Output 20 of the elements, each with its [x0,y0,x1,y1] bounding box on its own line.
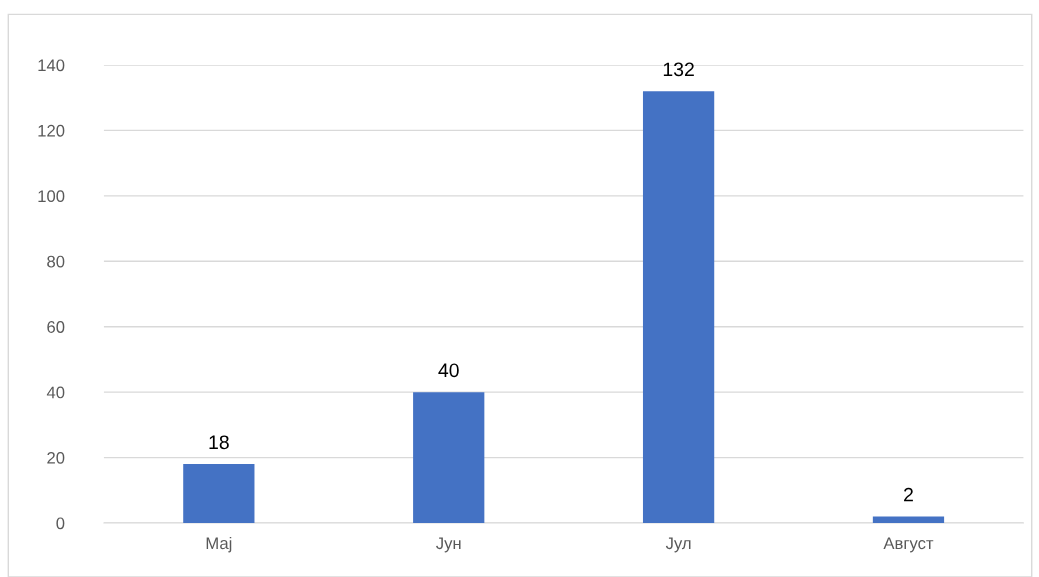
data-label: 2 [904,487,913,502]
y-tick-label: 40 [46,386,65,399]
x-tick-label: Јун [436,537,461,553]
x-tick-label: Мај [206,536,232,553]
data-label: 18 [209,435,229,450]
bar [642,91,715,523]
y-tick-label: 80 [47,255,65,268]
y-tick-label: 100 [38,190,65,203]
y-tick-label: 140 [38,59,65,72]
y-tick-label: 0 [56,517,65,530]
bar [413,392,485,523]
y-tick-label: 120 [38,124,65,137]
data-label: 40 [438,363,459,378]
x-tick-label: Август [883,537,934,553]
data-label: 132 [663,62,694,77]
y-tick-label: 60 [47,321,65,333]
x-tick-label: Јул [665,537,691,553]
y-tick-label: 20 [47,451,65,464]
bar [183,464,255,523]
bar [872,516,945,523]
